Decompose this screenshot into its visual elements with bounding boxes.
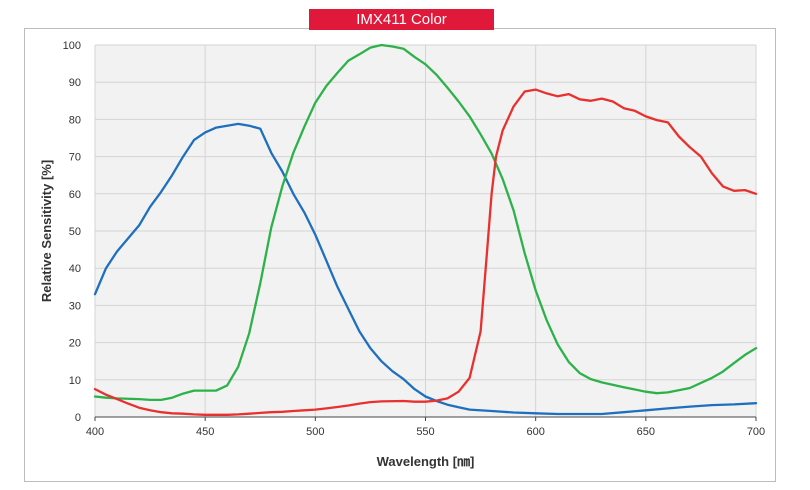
- y-tick-label: 50: [69, 226, 81, 238]
- series-layer: [93, 43, 758, 416]
- x-tick-label: 450: [196, 426, 214, 438]
- x-tick-label: 700: [747, 426, 765, 438]
- y-tick-labels: 0 10 20 30 40 50 60 70 80 90 100: [63, 40, 81, 424]
- x-tick-label: 500: [306, 426, 324, 438]
- y-tick-label: 10: [69, 375, 81, 387]
- red-channel-line: [93, 88, 758, 416]
- y-tick-label: 70: [69, 152, 81, 164]
- chart-title: IMX411 Color: [309, 9, 494, 30]
- y-tick-label: 80: [69, 114, 81, 126]
- x-tick-label: 550: [416, 426, 434, 438]
- y-tick-label: 60: [69, 189, 81, 201]
- x-tick-labels: 400 450 500 550 600 650 700: [86, 417, 765, 438]
- x-tick-label: 600: [526, 426, 544, 438]
- y-axis-label: Relative Sensitivity [%]: [39, 160, 54, 302]
- y-tick-label: 40: [69, 263, 81, 275]
- green-channel-line: [93, 43, 758, 402]
- y-tick-label: 30: [69, 300, 81, 312]
- x-tick-label: 650: [637, 426, 655, 438]
- y-tick-label: 90: [69, 77, 81, 89]
- y-tick-label: 20: [69, 338, 81, 350]
- gridlines: [94, 44, 757, 417]
- y-tick-label: 0: [75, 412, 81, 424]
- blue-channel-line: [93, 122, 758, 416]
- x-tick-label: 400: [86, 426, 104, 438]
- x-axis-label: Wavelength [㎚]: [377, 454, 475, 469]
- y-tick-label: 100: [63, 40, 81, 52]
